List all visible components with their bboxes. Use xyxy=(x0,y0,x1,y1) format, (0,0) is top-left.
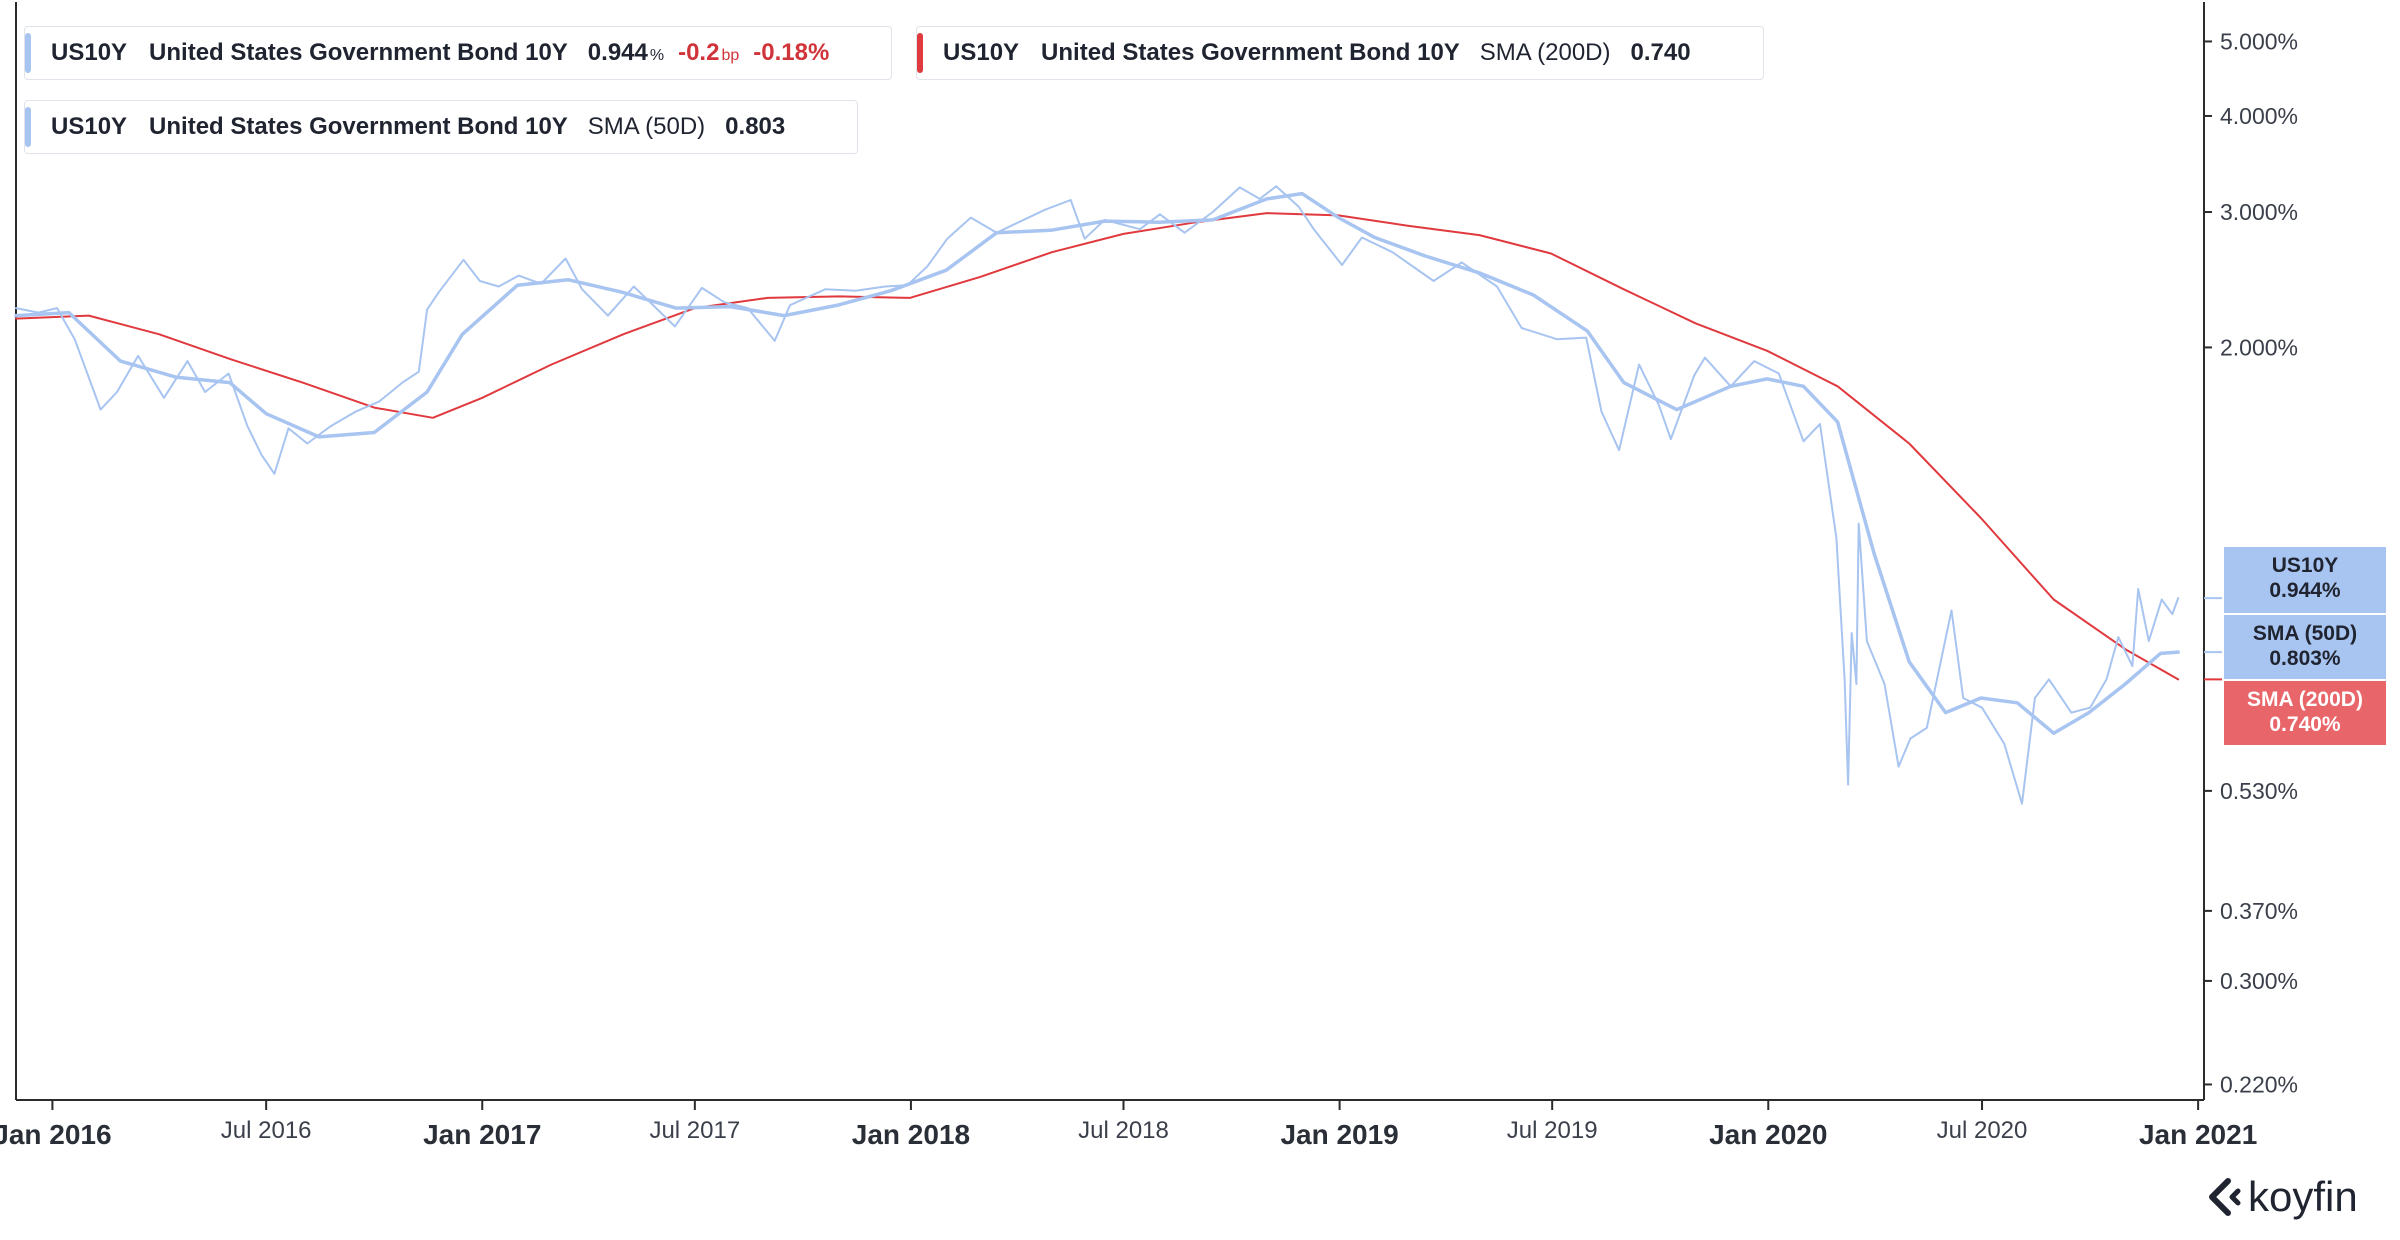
x-tick-label: Jan 2020 xyxy=(1709,1119,1827,1150)
koyfin-logo-text: koyfin xyxy=(2248,1173,2358,1220)
last-value-tag-us10y: US10Y 0.944% xyxy=(2224,547,2386,613)
koyfin-logo[interactable]: koyfin xyxy=(2204,1172,2358,1222)
y-tick-label: 0.300% xyxy=(2220,968,2298,994)
last-value-tag-sma200: SMA (200D) 0.740% xyxy=(2224,681,2386,745)
tag-value: 0.740% xyxy=(2269,713,2341,736)
legend-value: 0.803 xyxy=(725,113,786,140)
legend-value: 0.740 xyxy=(1630,39,1691,66)
y-tick-label: 2.000% xyxy=(2220,334,2298,360)
legend-item-sma200[interactable]: US10Y United States Government Bond 10Y … xyxy=(916,26,1764,80)
y-tick-label: 0.370% xyxy=(2220,898,2298,924)
series-line-sma-200d xyxy=(15,212,2180,681)
x-tick-label: Jul 2017 xyxy=(649,1117,740,1144)
tag-value: 0.944% xyxy=(2269,579,2341,602)
legend-indicator: SMA (50D) xyxy=(587,113,706,140)
legend-change-pct: -0.18% xyxy=(753,39,830,66)
legend-color-swatch xyxy=(917,33,923,73)
x-tick-label: Jul 2020 xyxy=(1937,1117,2028,1144)
legend-color-swatch xyxy=(25,33,31,73)
legend-series-name: United States Government Bond 10Y xyxy=(1041,39,1460,66)
x-tick-label: Jan 2017 xyxy=(423,1119,541,1150)
x-tick-label: Jan 2018 xyxy=(852,1119,970,1150)
tag-value: 0.803% xyxy=(2269,647,2341,670)
koyfin-chevron-logo-icon xyxy=(2209,1178,2241,1216)
x-tick-label: Jul 2019 xyxy=(1507,1117,1598,1144)
legend-item-sma50[interactable]: US10Y United States Government Bond 10Y … xyxy=(24,100,858,154)
x-tick-label: Jan 2019 xyxy=(1280,1119,1398,1150)
legend-ticker: US10Y xyxy=(51,113,128,140)
y-tick-label: 0.220% xyxy=(2220,1071,2298,1097)
x-tick-label: Jul 2016 xyxy=(221,1117,312,1144)
y-tick-label: 5.000% xyxy=(2220,28,2298,54)
x-tick-label: Jan 2021 xyxy=(2139,1119,2257,1150)
legend-change-bp: -0.2 bp xyxy=(678,39,740,66)
tag-label: SMA (200D) xyxy=(2247,688,2363,711)
last-value-tag-sma50: SMA (50D) 0.803% xyxy=(2224,615,2386,679)
y-tick-label: 4.000% xyxy=(2220,103,2298,129)
legend-ticker: US10Y xyxy=(51,39,128,66)
x-tick-label: Jan 2016 xyxy=(0,1119,112,1150)
legend-series-name: United States Government Bond 10Y xyxy=(149,39,568,66)
legend-color-swatch xyxy=(25,107,31,147)
y-tick-label: 0.530% xyxy=(2220,778,2298,804)
series-line-sma-50d xyxy=(14,191,2180,735)
tag-label: SMA (50D) xyxy=(2252,622,2358,645)
legend-value: 0.944% xyxy=(587,39,665,66)
x-tick-label: Jul 2018 xyxy=(1078,1117,1169,1144)
legend-series-name: United States Government Bond 10Y xyxy=(149,113,568,140)
legend-item-us10y[interactable]: US10Y United States Government Bond 10Y … xyxy=(24,26,892,80)
legend-indicator: SMA (200D) xyxy=(1479,39,1611,66)
y-tick-label: 3.000% xyxy=(2220,199,2298,225)
tag-label: US10Y xyxy=(2271,554,2339,577)
legend-ticker: US10Y xyxy=(943,39,1020,66)
series-line-us10y xyxy=(15,185,2180,805)
